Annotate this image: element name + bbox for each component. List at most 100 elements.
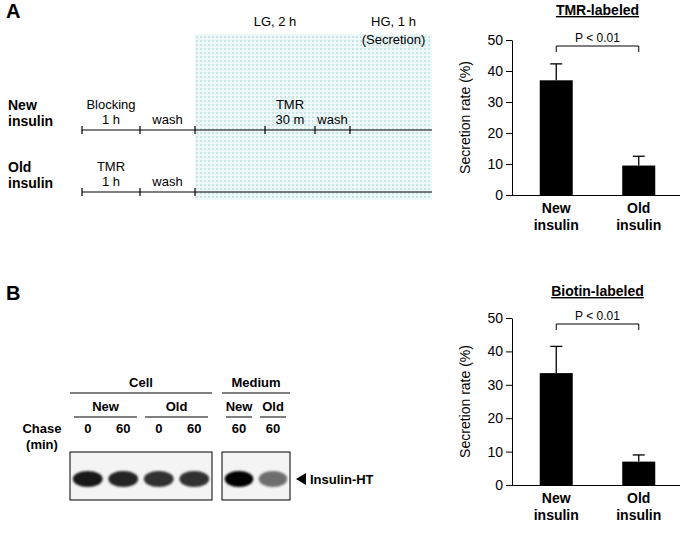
axis-line <box>512 485 680 486</box>
tick-mark <box>506 418 512 419</box>
error-cap <box>550 346 562 347</box>
chase-value: 60 <box>266 421 280 436</box>
axis-line <box>512 195 680 196</box>
tick-mark <box>506 195 512 196</box>
tick-mark <box>506 385 512 386</box>
blot-panel-label: Medium <box>231 375 280 390</box>
x-tick: Newinsulin <box>534 195 579 233</box>
tick-mark <box>506 71 512 72</box>
category-label: Newinsulin <box>534 490 579 523</box>
chart-title: Biotin-labeled <box>551 283 644 299</box>
timeline-tick <box>81 126 82 134</box>
chase-label: Chase <box>22 421 61 436</box>
x-tick: Oldinsulin <box>616 195 661 233</box>
y-tick: 20 <box>487 410 512 426</box>
row-label: New <box>8 97 37 113</box>
tick-mark <box>506 164 512 165</box>
y-tick: 10 <box>487 444 512 460</box>
panel-label: B <box>6 282 20 304</box>
tick-label: 40 <box>487 343 503 359</box>
timeline-tick <box>349 126 350 134</box>
tick-mark <box>506 485 512 486</box>
tick-label: 40 <box>487 63 503 79</box>
group-underline <box>74 417 137 418</box>
band <box>259 471 288 487</box>
phase-shading <box>195 34 432 200</box>
chase-value: 60 <box>232 421 246 436</box>
step-label: wash <box>151 112 182 127</box>
step-label: TMR <box>97 159 125 174</box>
tick-label: 20 <box>487 125 503 141</box>
bar <box>622 166 655 195</box>
category-label: Newinsulin <box>534 200 579 233</box>
group-underline <box>260 417 286 418</box>
group-label: New <box>226 399 254 414</box>
tick-label: 10 <box>487 156 503 172</box>
blot-frame <box>222 452 290 500</box>
error-cap <box>633 156 645 157</box>
axis-line <box>512 319 513 486</box>
group-label: Old <box>262 399 284 414</box>
group-label: Old <box>166 399 188 414</box>
band <box>73 471 103 487</box>
row-label: insulin <box>8 113 53 129</box>
tick-mark <box>506 318 512 319</box>
axis-line <box>512 41 513 196</box>
timeline-tick <box>139 188 140 196</box>
tick-mark <box>506 351 512 352</box>
bar-chart: Biotin-labeledSecretion rate (%)01020304… <box>457 283 680 523</box>
protocol-diagram: LG, 2 hHG, 1 h(Secretion)NewinsulinBlock… <box>8 14 432 200</box>
chart-title: TMR-labeled <box>556 2 639 18</box>
step-label: wash <box>316 112 347 127</box>
tick-mark <box>506 452 512 453</box>
row-label: Old <box>8 159 31 175</box>
step-label: Blocking <box>86 97 135 112</box>
annotation: P < 0.01 <box>575 31 620 45</box>
category-label: Oldinsulin <box>616 490 661 523</box>
band <box>225 471 254 487</box>
band-label: Insulin-HT <box>310 472 374 487</box>
y-tick: 20 <box>487 125 512 141</box>
chase-label: (min) <box>26 437 58 452</box>
group-underline <box>226 417 252 418</box>
error-cap <box>633 454 645 455</box>
tick-label: 30 <box>487 377 503 393</box>
group-underline <box>145 417 208 418</box>
phase-divider <box>354 34 356 200</box>
group-label: New <box>92 399 120 414</box>
tick-label: 20 <box>487 410 503 426</box>
y-axis: 01020304050 <box>487 310 512 493</box>
tick-label: 50 <box>487 32 503 48</box>
band <box>108 471 138 487</box>
band <box>144 471 174 487</box>
annotation: P < 0.01 <box>575 309 620 323</box>
y-axis-title: Secretion rate (%) <box>457 61 473 174</box>
blot-frame <box>70 452 212 500</box>
y-tick: 0 <box>495 187 512 203</box>
error-stem <box>556 346 557 373</box>
error-bar <box>550 346 562 373</box>
bar <box>540 373 573 485</box>
error-stem <box>638 156 639 165</box>
timeline-tick <box>264 126 265 134</box>
y-tick: 50 <box>487 32 512 48</box>
bar-chart: TMR-labeledSecretion rate (%)01020304050… <box>457 2 680 233</box>
chase-value: 60 <box>187 421 201 436</box>
blot-underline <box>70 393 212 394</box>
x-tick: Oldinsulin <box>616 485 661 523</box>
x-axis: Newinsulin Oldinsulin <box>512 485 680 523</box>
y-tick: 40 <box>487 343 512 359</box>
band-arrow <box>296 473 306 485</box>
band <box>179 471 209 487</box>
y-tick: 10 <box>487 156 512 172</box>
bar <box>540 80 573 195</box>
step-label: wash <box>151 174 182 189</box>
western-blot: Chase(min)CellNew060Old060MediumNew60Old… <box>22 375 373 500</box>
step-label: 1 h <box>102 112 120 127</box>
error-bar <box>633 156 645 165</box>
tick-mark <box>506 102 512 103</box>
figure: ABLG, 2 hHG, 1 h(Secretion)NewinsulinBlo… <box>0 0 690 552</box>
bar <box>622 462 655 485</box>
y-tick: 30 <box>487 377 512 393</box>
timeline-tick <box>194 126 195 134</box>
